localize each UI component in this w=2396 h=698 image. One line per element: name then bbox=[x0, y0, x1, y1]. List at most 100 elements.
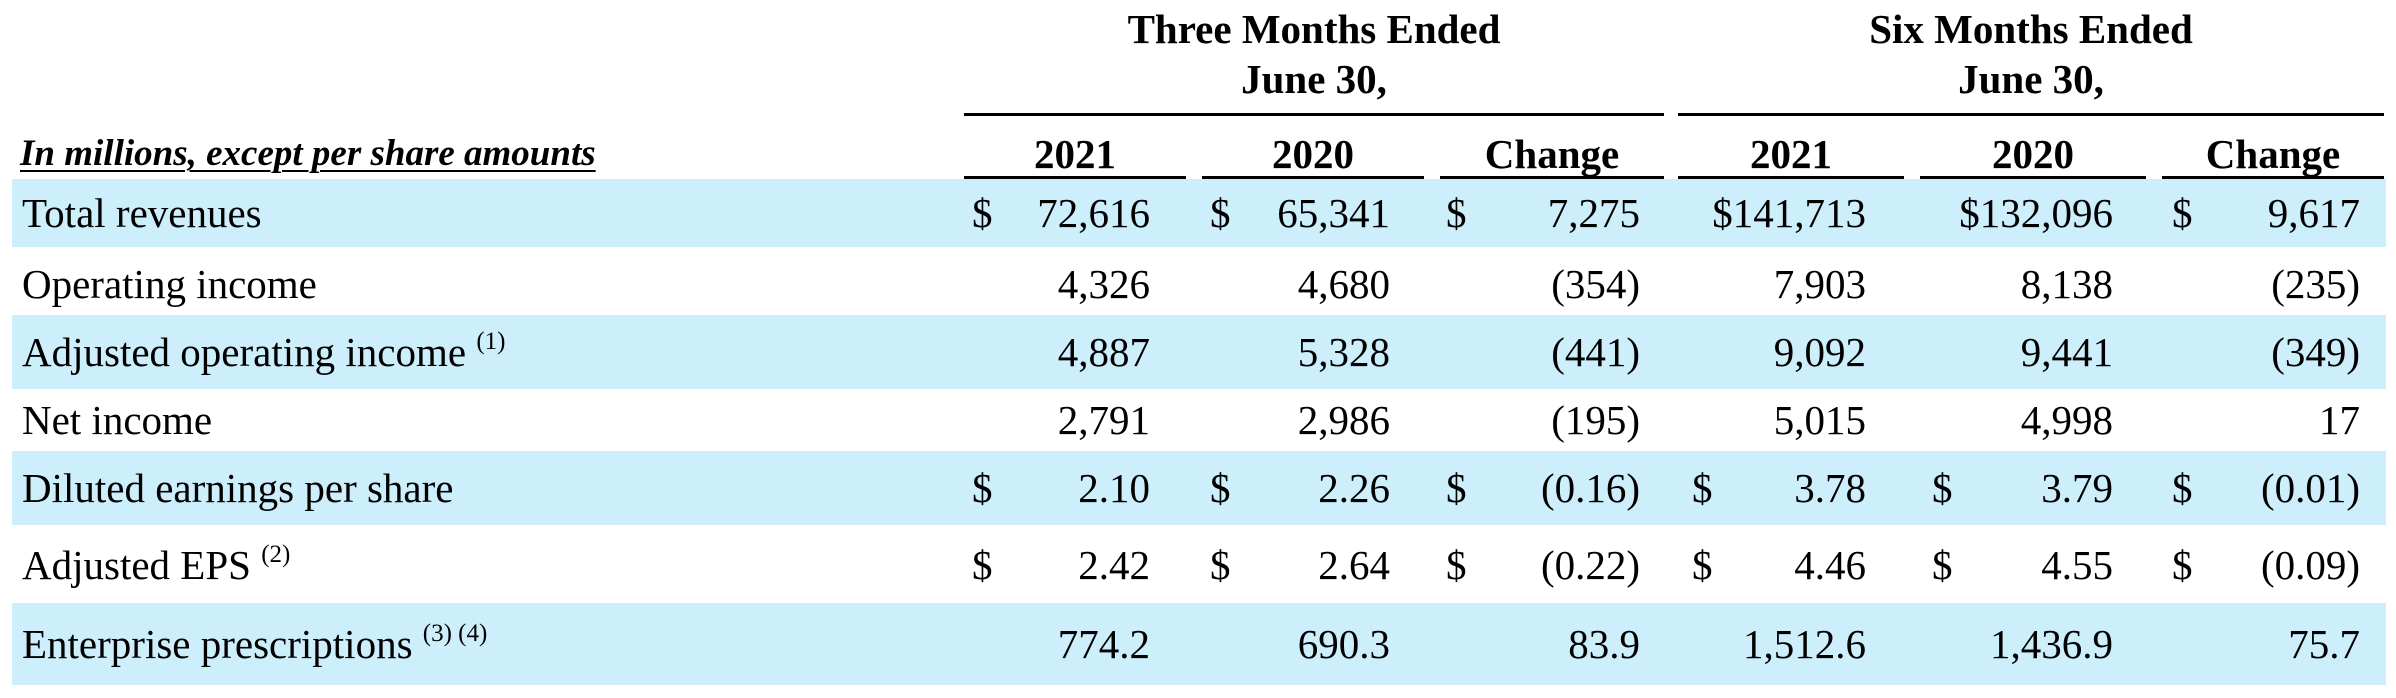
six-months-header-line2: June 30, bbox=[1958, 56, 2104, 102]
row-label-text: Diluted earnings per share bbox=[22, 465, 454, 511]
currency-symbol: $ bbox=[2172, 190, 2193, 236]
cell-6m-2020: 9,441 bbox=[2020, 329, 2113, 375]
cell-6m-change: (235) bbox=[2271, 261, 2360, 307]
footnote-marker: (1) bbox=[476, 328, 506, 355]
cell-6m-2020: 4,998 bbox=[2020, 397, 2113, 443]
cell-6m-2020: 8,138 bbox=[2020, 261, 2113, 307]
row-label-text: Enterprise prescriptions bbox=[22, 621, 413, 667]
cell-3m-2020: 2.64 bbox=[1318, 542, 1390, 588]
cell-6m-2021: 1,512.6 bbox=[1743, 621, 1866, 667]
row-label: Diluted earnings per share bbox=[22, 451, 453, 525]
cell-3m-2021: 4,326 bbox=[1057, 261, 1150, 307]
table-row: Total revenues $72,616 $65,341 $7,275 $141,7… bbox=[12, 179, 2386, 247]
cell-3m-change: (441) bbox=[1551, 329, 1640, 375]
col-rule-3m-change bbox=[1440, 176, 1664, 179]
col-rule-6m-change bbox=[2162, 176, 2384, 179]
row-label: Enterprise prescriptions (3) (4) bbox=[22, 603, 487, 685]
currency-symbol: $ bbox=[1210, 542, 1231, 588]
cell-3m-2020: 2.26 bbox=[1318, 465, 1390, 511]
cell-6m-change: 9,617 bbox=[2267, 190, 2360, 236]
units-caption: In millions, except per share amounts bbox=[20, 133, 596, 174]
currency-symbol: $ bbox=[1210, 465, 1231, 511]
currency-symbol: $ bbox=[2172, 465, 2193, 511]
col-header-6m-2020: 2020 bbox=[1992, 131, 2074, 177]
cell-3m-2021: 2.42 bbox=[1078, 542, 1150, 588]
six-months-rule bbox=[1678, 113, 2384, 116]
cell-6m-2020: 1,436.9 bbox=[1990, 621, 2113, 667]
table-row: Adjusted operating income (1) 4,887 5,328 (… bbox=[12, 315, 2386, 389]
row-label-text: Adjusted operating income bbox=[22, 329, 467, 375]
footnote-marker: (2) bbox=[261, 541, 291, 568]
table-row: Adjusted EPS (2) $2.42 $2.64 $ (0.22) $4.46 $4… bbox=[12, 528, 2386, 602]
currency-symbol: $ bbox=[972, 542, 993, 588]
row-label: Operating income bbox=[22, 254, 317, 314]
currency-symbol: $ bbox=[1932, 465, 1953, 511]
cell-6m-2021: 5,015 bbox=[1773, 397, 1866, 443]
currency-symbol: $ bbox=[972, 465, 993, 511]
cell-6m-2021: 4.46 bbox=[1794, 542, 1866, 588]
row-label-text: Operating income bbox=[22, 261, 317, 307]
cell-6m-change: (0.09) bbox=[2260, 542, 2360, 588]
row-label-text: Total revenues bbox=[22, 190, 262, 236]
cell-6m-2020: $132,096 bbox=[1959, 190, 2113, 236]
cell-3m-change: (0.16) bbox=[1540, 465, 1640, 511]
cell-3m-2021: 2,791 bbox=[1057, 397, 1150, 443]
row-label: Total revenues bbox=[22, 179, 262, 247]
row-label: Adjusted operating income (1) bbox=[22, 315, 505, 389]
table-row: Enterprise prescriptions (3) (4) 774.2 690… bbox=[12, 603, 2386, 685]
cell-3m-2021: 72,616 bbox=[1037, 190, 1150, 236]
currency-symbol: $ bbox=[1210, 190, 1231, 236]
cell-6m-2021: 7,903 bbox=[1773, 261, 1866, 307]
cell-6m-2020: 4.55 bbox=[2041, 542, 2113, 588]
cell-3m-2020: 5,328 bbox=[1297, 329, 1390, 375]
three-months-header-line2: June 30, bbox=[1241, 56, 1387, 102]
currency-symbol: $ bbox=[2172, 542, 2193, 588]
col-rule-3m-2021 bbox=[964, 176, 1186, 179]
col-header-3m-change: Change bbox=[1484, 131, 1620, 177]
row-label-text: Net income bbox=[22, 397, 213, 443]
row-label: Adjusted EPS (2) bbox=[22, 528, 290, 602]
currency-symbol: $ bbox=[972, 190, 993, 236]
col-header-6m-2021: 2021 bbox=[1750, 131, 1832, 177]
cell-3m-change: (195) bbox=[1551, 397, 1640, 443]
col-header-3m-2020: 2020 bbox=[1272, 131, 1354, 177]
col-header-6m-change: Change bbox=[2205, 131, 2341, 177]
cell-3m-change: (0.22) bbox=[1540, 542, 1640, 588]
cell-6m-change: 75.7 bbox=[2288, 621, 2360, 667]
cell-6m-2021: 9,092 bbox=[1773, 329, 1866, 375]
cell-3m-2021: 2.10 bbox=[1078, 465, 1150, 511]
currency-symbol: $ bbox=[1692, 465, 1713, 511]
footnote-marker: (3) (4) bbox=[422, 620, 488, 647]
currency-symbol: $ bbox=[1446, 465, 1467, 511]
col-rule-3m-2020 bbox=[1202, 176, 1424, 179]
cell-6m-2021: 3.78 bbox=[1794, 465, 1866, 511]
cell-6m-2021: $141,713 bbox=[1712, 190, 1866, 236]
six-months-header-line1: Six Months Ended bbox=[1869, 6, 2193, 52]
table-row: Diluted earnings per share $2.10 $2.26 $ (0.… bbox=[12, 451, 2386, 525]
col-rule-6m-2020 bbox=[1920, 176, 2146, 179]
cell-6m-change: (349) bbox=[2271, 329, 2360, 375]
three-months-rule bbox=[964, 113, 1664, 116]
cell-3m-change: 7,275 bbox=[1547, 190, 1640, 236]
col-header-3m-2021: 2021 bbox=[1034, 131, 1116, 177]
table-row: Net income 2,791 2,986 (195) 5,015 4,998 17 bbox=[12, 389, 2386, 451]
row-label-text: Adjusted EPS bbox=[22, 542, 251, 588]
cell-3m-2020: 65,341 bbox=[1277, 190, 1390, 236]
cell-3m-2020: 4,680 bbox=[1297, 261, 1390, 307]
row-label: Net income bbox=[22, 389, 212, 451]
cell-3m-2021: 774.2 bbox=[1057, 621, 1150, 667]
currency-symbol: $ bbox=[1446, 542, 1467, 588]
cell-6m-change: (0.01) bbox=[2260, 465, 2360, 511]
cell-3m-change: (354) bbox=[1551, 261, 1640, 307]
cell-3m-2020: 2,986 bbox=[1297, 397, 1390, 443]
three-months-header-line1: Three Months Ended bbox=[1127, 6, 1501, 52]
currency-symbol: $ bbox=[1932, 542, 1953, 588]
cell-3m-2020: 690.3 bbox=[1297, 621, 1390, 667]
table-row: Operating income 4,326 4,680 (354) 7,903 8,13… bbox=[12, 254, 2386, 314]
col-rule-6m-2021 bbox=[1678, 176, 1904, 179]
cell-3m-2021: 4,887 bbox=[1057, 329, 1150, 375]
cell-6m-change: 17 bbox=[2319, 397, 2360, 443]
currency-symbol: $ bbox=[1446, 190, 1467, 236]
cell-6m-2020: 3.79 bbox=[2041, 465, 2113, 511]
